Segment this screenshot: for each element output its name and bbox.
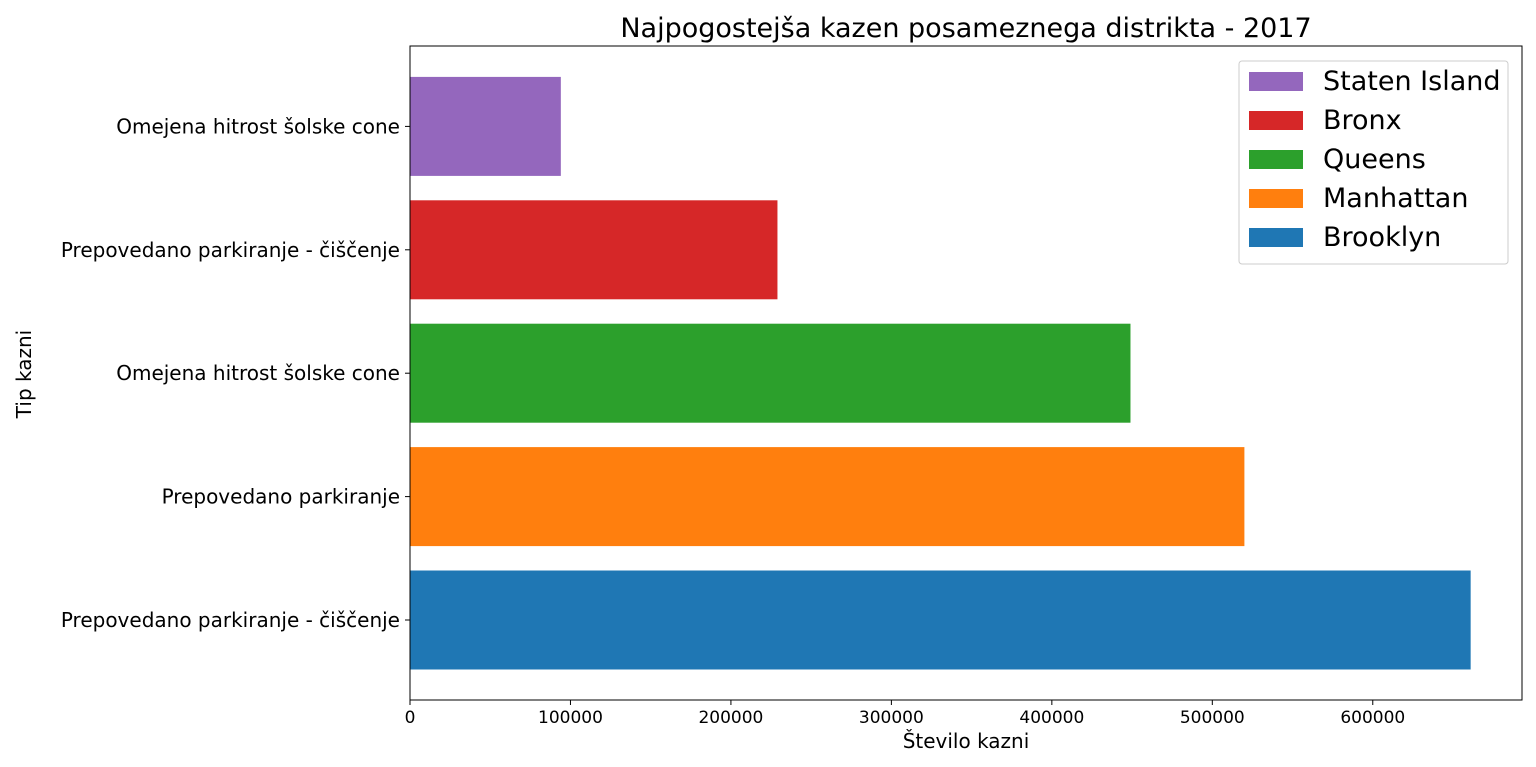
legend-swatch-manhattan [1249, 189, 1303, 208]
legend-swatch-brooklyn [1249, 228, 1303, 247]
y-tick-label: Prepovedano parkiranje [162, 485, 400, 509]
legend-swatch-staten-island [1249, 72, 1303, 91]
x-tick-label: 0 [405, 708, 416, 728]
x-tick-label: 100000 [538, 708, 603, 728]
bar-staten-island [410, 76, 561, 176]
bar-queens [410, 323, 1131, 423]
bar-bronx [410, 200, 778, 300]
legend-label: Manhattan [1323, 183, 1468, 214]
y-tick-label: Prepovedano parkiranje - čiščenje [61, 608, 400, 632]
legend-label: Brooklyn [1323, 222, 1441, 253]
x-tick-label: 300000 [859, 708, 924, 728]
x-axis-label: Število kazni [903, 729, 1030, 753]
x-tick-label: 500000 [1180, 708, 1245, 728]
legend-label: Queens [1323, 144, 1426, 175]
y-tick-label: Omejena hitrost šolske cone [116, 361, 400, 385]
chart-title: Najpogostejša kazen posameznega distrikt… [620, 13, 1311, 44]
legend-swatch-bronx [1249, 111, 1303, 130]
y-tick-label: Omejena hitrost šolske cone [116, 114, 400, 138]
x-tick-label: 200000 [698, 708, 763, 728]
x-tick-label: 600000 [1340, 708, 1405, 728]
x-axis-ticks: 0 100000 200000 300000 400000 500000 600000 [405, 700, 1405, 728]
y-axis-label: Tip kazni [12, 330, 36, 419]
legend-label: Staten Island [1323, 66, 1501, 97]
x-tick-label: 400000 [1019, 708, 1084, 728]
legend-box [1238, 60, 1509, 265]
y-tick-label: Prepovedano parkiranje - čiščenje [61, 238, 400, 262]
y-axis-ticks: Prepovedano parkiranje - čiščenje Prepov… [61, 114, 410, 632]
bars-layer [410, 76, 1471, 670]
legend-label: Bronx [1323, 105, 1402, 136]
legend-swatch-queens [1249, 150, 1303, 169]
bar-brooklyn [410, 570, 1471, 670]
bar-manhattan [410, 447, 1245, 547]
plot-area-frame [409, 45, 1523, 701]
legend: Staten Island Bronx Queens Manhattan Brookly… [1238, 60, 1509, 265]
